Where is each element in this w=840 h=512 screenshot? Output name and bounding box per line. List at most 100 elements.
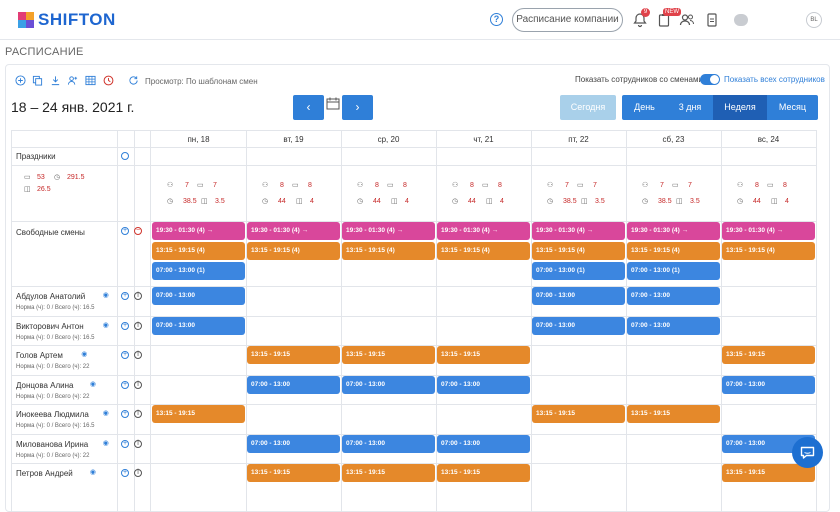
next-week-button[interactable]: › — [342, 95, 373, 120]
employee-shift-block[interactable]: 07:00 - 13:00 — [342, 435, 435, 453]
employee-shift-block[interactable]: 07:00 - 13:00 — [437, 376, 530, 394]
employee-shift-block[interactable]: 13:15 - 19:15 — [437, 346, 530, 364]
employee-info-icon[interactable]: i — [134, 381, 142, 389]
employee-info-icon[interactable]: i — [134, 440, 142, 448]
free-shifts-add-icon[interactable]: + — [121, 227, 129, 235]
employee-info-icon[interactable]: i — [134, 292, 142, 300]
refresh-icon[interactable] — [128, 75, 139, 86]
employee-name[interactable]: Инокеева Людмила — [16, 410, 89, 419]
employee-name[interactable]: Донцова Алина — [16, 381, 74, 390]
range-week-button[interactable]: Неделя — [713, 95, 767, 120]
employee-shift-block[interactable]: 07:00 - 13:00 — [152, 287, 245, 305]
document-icon[interactable] — [704, 12, 720, 28]
help-icon[interactable]: ? — [490, 13, 503, 26]
company-schedule-button[interactable]: Расписание компании — [512, 8, 623, 32]
free-shift-block[interactable]: 07:00 - 13:00 (1) — [627, 262, 720, 280]
free-shift-block[interactable]: 13:15 - 19:15 (4) — [437, 242, 530, 260]
eye-icon[interactable]: ◉ — [102, 292, 109, 299]
free-shifts-remove-icon[interactable]: − — [134, 227, 142, 235]
eye-icon[interactable]: ◉ — [102, 410, 109, 417]
eye-icon[interactable]: ◉ — [81, 351, 88, 358]
employee-info-icon[interactable]: i — [134, 410, 142, 418]
show-all-employees-link[interactable]: Показать всех сотрудников — [724, 75, 825, 84]
employee-name[interactable]: Абдулов Анатолий — [16, 292, 86, 301]
free-shift-block[interactable]: 13:15 - 19:15 (4) — [532, 242, 625, 260]
employee-add-icon[interactable]: + — [121, 410, 129, 418]
employee-shift-block[interactable]: 13:15 - 19:15 — [247, 346, 340, 364]
free-shift-block[interactable]: 19:30 - 01:30 (4) → — [342, 222, 435, 240]
users-icon[interactable] — [679, 12, 695, 28]
eye-icon[interactable]: ◉ — [102, 322, 109, 329]
employee-shift-block[interactable]: 13:15 - 19:15 — [342, 464, 435, 482]
free-shift-block[interactable]: 13:15 - 19:15 (4) — [342, 242, 435, 260]
free-shift-block[interactable]: 19:30 - 01:30 (4) → — [532, 222, 625, 240]
eye-icon[interactable]: ◉ — [89, 381, 96, 388]
prev-week-button[interactable]: ‹ — [293, 95, 324, 120]
employee-name[interactable]: Голов Артем — [16, 351, 63, 360]
employee-info-icon[interactable]: i — [134, 322, 142, 330]
employee-shift-block[interactable]: 07:00 - 13:00 — [722, 376, 815, 394]
view-template-label[interactable]: Просмотр: По шаблонам смен — [145, 77, 258, 86]
employee-shift-block[interactable]: 13:15 - 19:15 — [437, 464, 530, 482]
free-shift-block[interactable]: 19:30 - 01:30 (4) → — [152, 222, 245, 240]
employee-add-icon[interactable]: + — [121, 351, 129, 359]
free-shift-block[interactable]: 19:30 - 01:30 (4) → — [722, 222, 815, 240]
employee-shift-block[interactable]: 13:15 - 19:15 — [722, 464, 815, 482]
employee-add-icon[interactable]: + — [121, 292, 129, 300]
chat-button[interactable] — [792, 437, 823, 468]
holidays-globe-icon[interactable] — [121, 152, 129, 160]
range-3days-button[interactable]: 3 дня — [667, 95, 713, 120]
eye-icon[interactable]: ◉ — [102, 440, 109, 447]
employee-shift-block[interactable]: 07:00 - 13:00 — [627, 317, 720, 335]
add-user-icon[interactable] — [67, 75, 78, 86]
free-shift-block[interactable]: 19:30 - 01:30 (4) → — [627, 222, 720, 240]
employee-shift-block[interactable]: 13:15 - 19:15 — [342, 346, 435, 364]
employee-info-icon[interactable]: i — [134, 351, 142, 359]
employee-shift-block[interactable]: 07:00 - 13:00 — [532, 287, 625, 305]
employee-shift-block[interactable]: 13:15 - 19:15 — [247, 464, 340, 482]
employee-add-icon[interactable]: + — [121, 322, 129, 330]
employee-name[interactable]: Петров Андрей — [16, 469, 73, 478]
employee-add-icon[interactable]: + — [121, 469, 129, 477]
employee-name[interactable]: Викторович Антон — [16, 322, 84, 331]
employee-shift-block[interactable]: 07:00 - 13:00 — [152, 317, 245, 335]
employee-add-icon[interactable]: + — [121, 381, 129, 389]
clock-icon[interactable] — [103, 75, 114, 86]
show-employees-toggle[interactable] — [700, 74, 720, 85]
employee-shift-block[interactable]: 13:15 - 19:15 — [627, 405, 720, 423]
employee-shift-block[interactable]: 07:00 - 13:00 — [247, 376, 340, 394]
employee-shift-block[interactable]: 07:00 - 13:00 — [532, 317, 625, 335]
free-shift-block[interactable]: 19:30 - 01:30 (4) → — [437, 222, 530, 240]
free-shift-block[interactable]: 13:15 - 19:15 (4) — [722, 242, 815, 260]
employee-shift-block[interactable]: 13:15 - 19:15 — [722, 346, 815, 364]
free-shift-block[interactable]: 07:00 - 13:00 (1) — [532, 262, 625, 280]
shifton-logo[interactable]: SHIFTON — [18, 10, 116, 30]
free-shift-block[interactable]: 13:15 - 19:15 (4) — [627, 242, 720, 260]
add-icon[interactable] — [15, 75, 26, 86]
employee-add-icon[interactable]: + — [121, 440, 129, 448]
employee-shift-block[interactable]: 07:00 - 13:00 — [342, 376, 435, 394]
employee-shift-block[interactable]: 07:00 - 13:00 — [437, 435, 530, 453]
calendar-grid-icon[interactable] — [85, 75, 96, 86]
free-shift-block[interactable]: 07:00 - 13:00 (1) — [152, 262, 245, 280]
employee-shift-block[interactable]: 07:00 - 13:00 — [722, 435, 815, 453]
employee-name[interactable]: Милованова Ирина — [16, 440, 89, 449]
employee-shift-block[interactable]: 13:15 - 19:15 — [532, 405, 625, 423]
free-shift-block[interactable]: 13:15 - 19:15 (4) — [152, 242, 245, 260]
employee-info-icon[interactable]: i — [134, 469, 142, 477]
copy-icon[interactable] — [32, 75, 43, 86]
eye-icon[interactable]: ◉ — [89, 469, 96, 476]
range-month-button[interactable]: Месяц — [767, 95, 818, 120]
today-button[interactable]: Сегодня — [560, 95, 616, 120]
free-shift-block[interactable]: 13:15 - 19:15 (4) — [247, 242, 340, 260]
download-icon[interactable] — [50, 75, 61, 86]
range-day-button[interactable]: День — [622, 95, 667, 120]
employee-shift-block[interactable]: 13:15 - 19:15 — [152, 405, 245, 423]
employee-shift-block[interactable]: 07:00 - 13:00 — [247, 435, 340, 453]
user-avatar[interactable]: BL — [806, 12, 822, 28]
employee-shift-block[interactable]: 07:00 - 13:00 — [627, 287, 720, 305]
day-calendar-icon: ▭ — [197, 182, 204, 189]
status-avatar[interactable] — [734, 14, 748, 26]
free-shift-block[interactable]: 19:30 - 01:30 (4) → — [247, 222, 340, 240]
calendar-icon[interactable] — [326, 97, 340, 110]
